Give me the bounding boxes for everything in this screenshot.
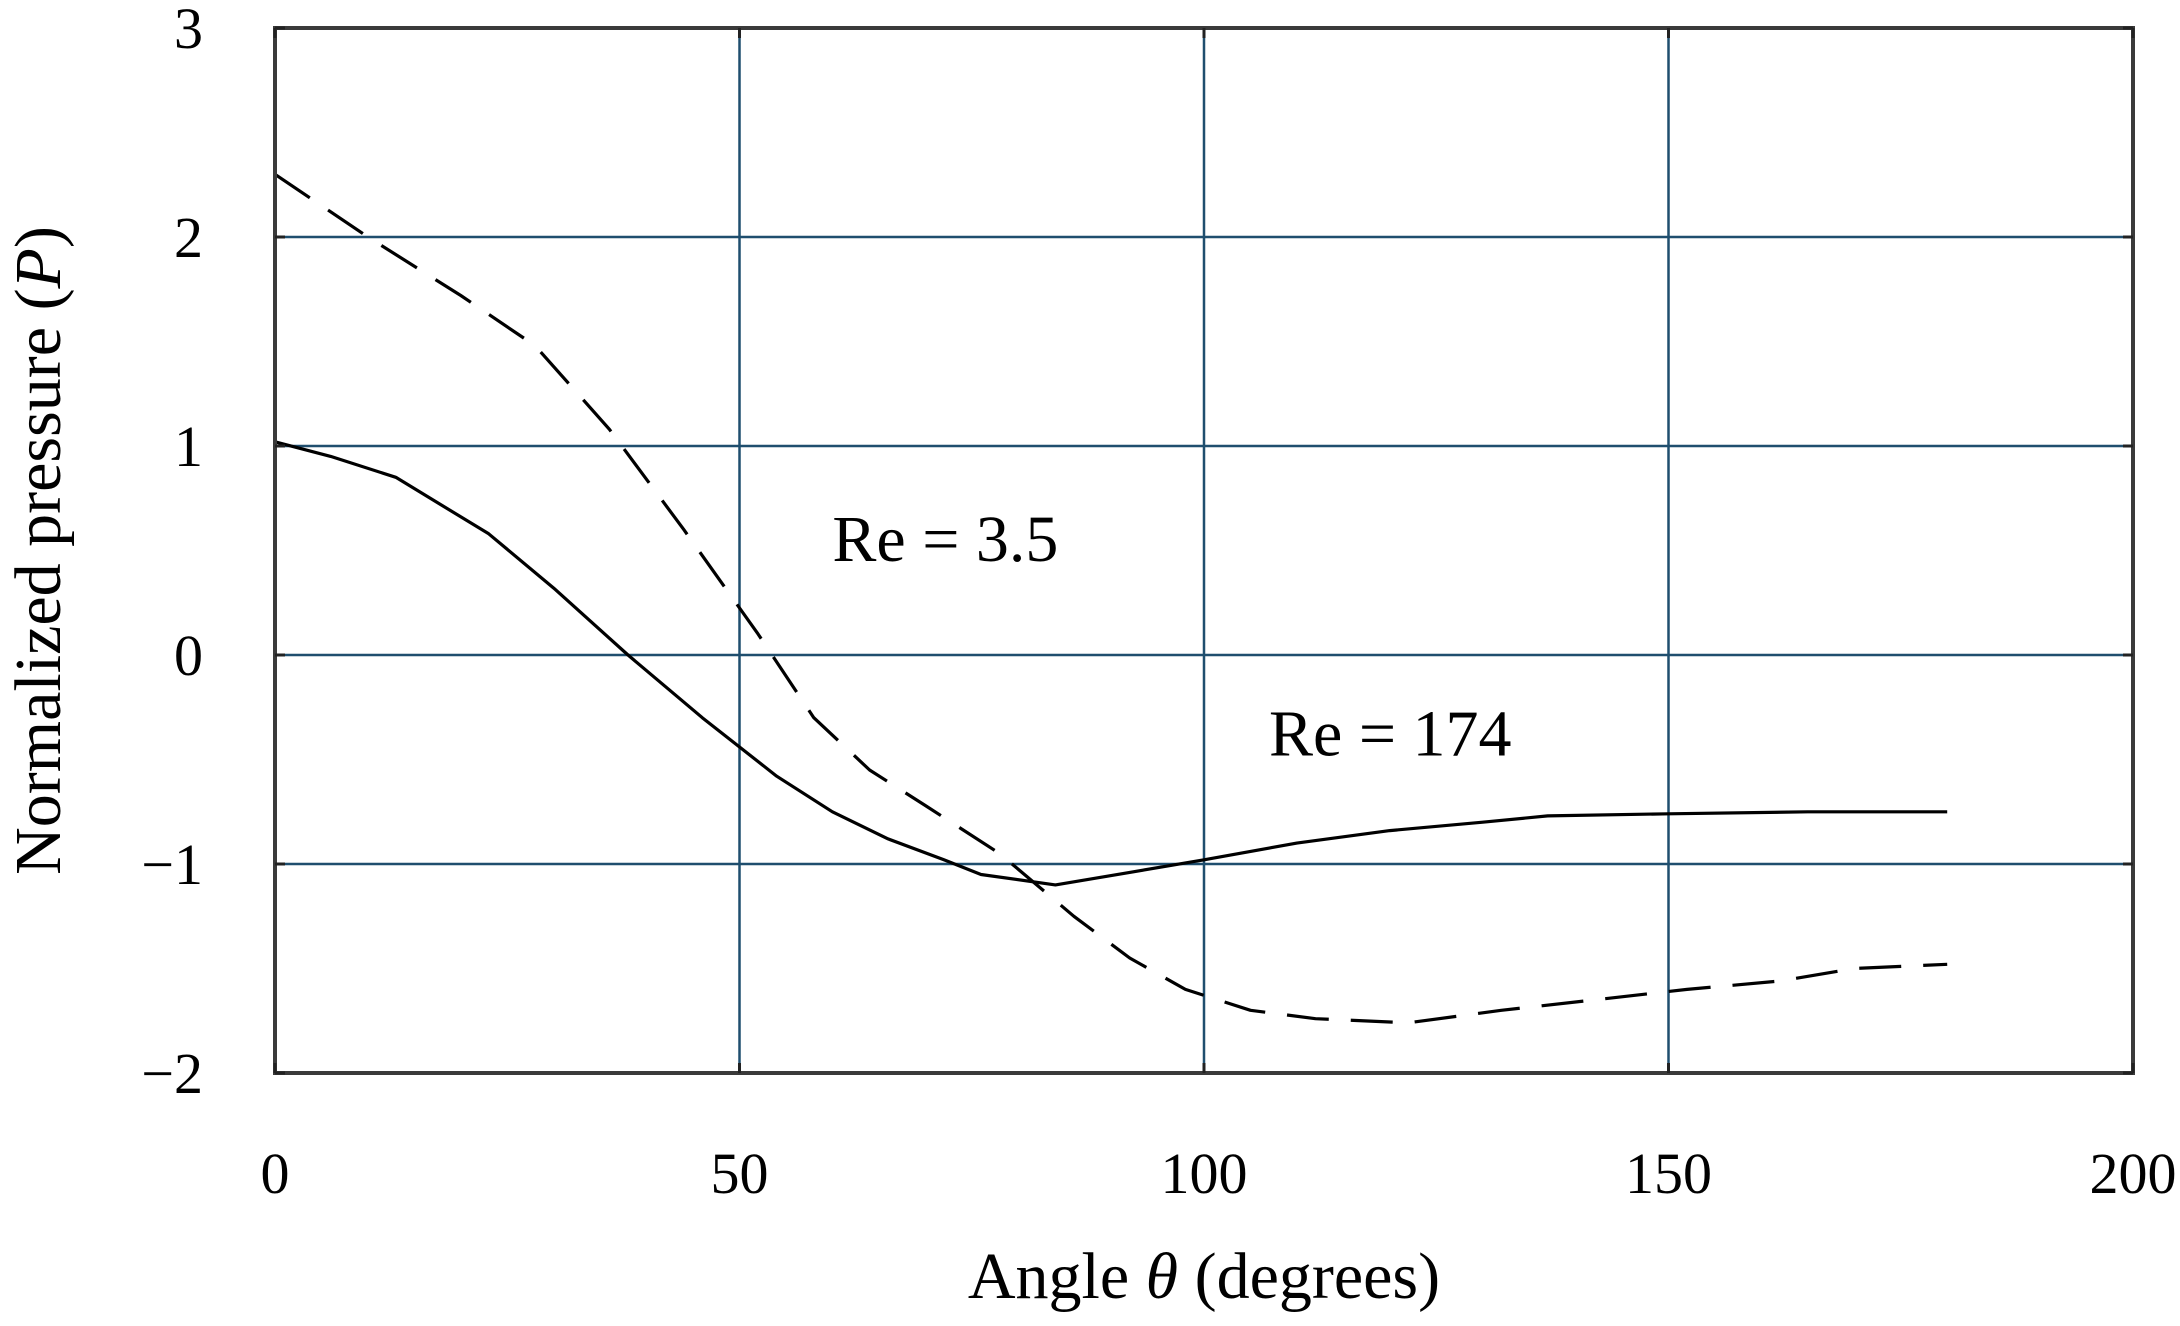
y-tick-label: 3 <box>174 0 203 61</box>
y-axis-label-part: Normalized pressure ( <box>2 288 75 874</box>
y-tick-label: 2 <box>174 205 203 270</box>
x-tick-label: 50 <box>711 1141 769 1206</box>
x-axis-label-part: Angle <box>968 1240 1146 1313</box>
x-tick-label: 150 <box>1625 1141 1712 1206</box>
series-line-dashed <box>274 172 1948 1025</box>
tick-labels: 0 50 100 150 200 −2 −1 0 1 2 3 <box>141 0 2176 1206</box>
y-tick-label: −2 <box>141 1041 203 1106</box>
annotations: Re = 3.5 Re = 174 <box>832 503 1511 770</box>
series-annotation: Re = 174 <box>1269 697 1512 770</box>
y-tick-label: −1 <box>141 832 203 897</box>
x-tick-label: 200 <box>2090 1141 2177 1206</box>
y-axis-label-part: P <box>2 248 75 289</box>
y-axis-label-part: ) <box>2 226 75 248</box>
x-tick-label: 0 <box>261 1141 290 1206</box>
y-tick-label: 1 <box>174 414 203 479</box>
y-axis-label: Normalized pressure (P) <box>2 226 75 875</box>
series-lines <box>274 172 1948 1025</box>
series-line-solid <box>274 440 1948 887</box>
y-tick-label: 0 <box>174 623 203 688</box>
axis-ticks <box>273 26 2135 1075</box>
x-tick-label: 100 <box>1161 1141 1248 1206</box>
series-annotation: Re = 3.5 <box>832 503 1058 576</box>
x-axis-label: Angle θ (degrees) <box>968 1240 1440 1313</box>
x-axis-label-part: (degrees) <box>1178 1240 1440 1313</box>
grid <box>275 28 2133 1073</box>
x-axis-label-part: θ <box>1146 1240 1178 1313</box>
